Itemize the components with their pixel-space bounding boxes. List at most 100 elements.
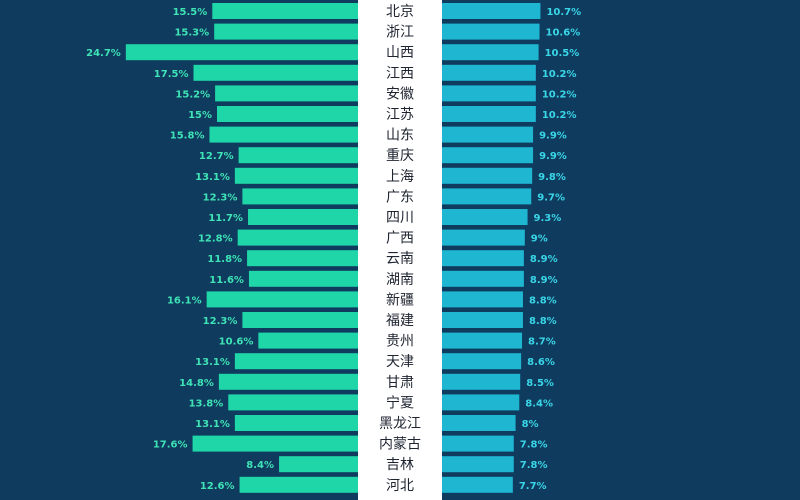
right-bar bbox=[442, 476, 513, 493]
category-label: 重庆 bbox=[386, 148, 414, 164]
left-value-label: 13.1% bbox=[195, 419, 230, 430]
right-value-label: 8.6% bbox=[527, 357, 555, 368]
right-bar bbox=[442, 64, 536, 81]
left-bar bbox=[248, 270, 358, 287]
category-label: 安徽 bbox=[386, 86, 414, 102]
center-band bbox=[358, 0, 442, 500]
left-value-label: 15.2% bbox=[175, 89, 210, 100]
left-value-label: 12.7% bbox=[199, 151, 234, 162]
left-value-label: 13.8% bbox=[189, 398, 224, 409]
right-value-label: 8.9% bbox=[530, 275, 558, 286]
left-value-label: 11.7% bbox=[208, 213, 243, 224]
category-label: 上海 bbox=[386, 169, 414, 185]
left-bar bbox=[237, 229, 358, 246]
right-bar bbox=[442, 188, 532, 205]
right-value-label: 10.2% bbox=[542, 89, 577, 100]
right-value-label: 8.8% bbox=[529, 316, 557, 327]
category-label: 福建 bbox=[386, 313, 414, 329]
category-label: 浙江 bbox=[386, 25, 414, 41]
category-label: 江苏 bbox=[386, 107, 414, 123]
right-bar bbox=[442, 291, 523, 308]
right-bar bbox=[442, 312, 523, 328]
category-label: 贵州 bbox=[386, 334, 414, 350]
right-bar bbox=[442, 126, 534, 143]
left-value-label: 11.8% bbox=[207, 254, 242, 265]
category-label: 吉林 bbox=[386, 457, 414, 473]
right-value-label: 10.2% bbox=[542, 69, 577, 80]
left-value-label: 12.8% bbox=[198, 234, 233, 245]
right-bar bbox=[442, 435, 514, 452]
right-bar bbox=[442, 415, 516, 431]
right-bar bbox=[442, 250, 524, 267]
right-value-label: 8.8% bbox=[529, 295, 557, 306]
left-bar bbox=[214, 23, 358, 40]
category-label: 广西 bbox=[386, 231, 414, 247]
left-bar bbox=[234, 415, 358, 431]
left-bar bbox=[125, 44, 358, 61]
left-bar bbox=[209, 126, 358, 143]
left-value-label: 15.5% bbox=[173, 7, 208, 18]
left-bar bbox=[258, 332, 358, 349]
left-bar bbox=[212, 3, 358, 19]
left-bar bbox=[217, 106, 358, 122]
category-label: 内蒙古 bbox=[379, 437, 421, 453]
right-value-label: 9.8% bbox=[538, 172, 566, 183]
category-label: 山东 bbox=[386, 128, 414, 144]
right-bar bbox=[442, 167, 533, 184]
left-value-label: 12.3% bbox=[203, 316, 238, 327]
category-label: 宁夏 bbox=[386, 394, 414, 411]
category-label: 甘肃 bbox=[386, 375, 414, 391]
right-bar bbox=[442, 44, 539, 61]
category-label: 广东 bbox=[386, 189, 414, 205]
left-bar bbox=[238, 147, 358, 164]
left-value-label: 12.3% bbox=[203, 192, 238, 203]
category-label: 云南 bbox=[386, 251, 414, 267]
right-bar bbox=[442, 3, 541, 19]
left-value-label: 13.1% bbox=[195, 357, 230, 368]
left-value-label: 11.6% bbox=[209, 275, 244, 286]
left-value-label: 15.8% bbox=[170, 131, 205, 142]
right-value-label: 10.2% bbox=[542, 110, 577, 121]
category-label: 天津 bbox=[386, 354, 414, 370]
left-value-label: 10.6% bbox=[219, 337, 254, 348]
left-value-label: 8.4% bbox=[246, 460, 274, 471]
right-value-label: 9.7% bbox=[537, 192, 565, 203]
right-bar bbox=[442, 209, 528, 225]
right-value-label: 7.8% bbox=[520, 460, 548, 471]
left-value-label: 15.3% bbox=[174, 28, 209, 39]
right-value-label: 10.7% bbox=[546, 7, 581, 18]
left-bar bbox=[193, 64, 358, 81]
left-bar bbox=[218, 373, 358, 390]
right-bar bbox=[442, 394, 520, 411]
left-value-label: 17.6% bbox=[153, 440, 188, 451]
right-value-label: 9.3% bbox=[534, 213, 562, 224]
category-label: 山西 bbox=[386, 45, 414, 61]
right-value-label: 8% bbox=[522, 419, 539, 430]
right-bar bbox=[442, 85, 536, 102]
right-bar bbox=[442, 353, 522, 370]
left-value-label: 16.1% bbox=[167, 295, 202, 306]
left-bar bbox=[228, 394, 358, 411]
right-value-label: 8.7% bbox=[528, 337, 556, 348]
left-bar bbox=[248, 209, 358, 225]
left-bar bbox=[279, 456, 358, 473]
right-bar bbox=[442, 106, 536, 122]
right-value-label: 9.9% bbox=[539, 151, 567, 162]
left-value-label: 17.5% bbox=[154, 69, 189, 80]
right-bar bbox=[442, 147, 534, 164]
category-label: 新疆 bbox=[386, 292, 414, 308]
right-value-label: 8.9% bbox=[530, 254, 558, 265]
right-bar bbox=[442, 270, 524, 287]
category-label: 湖南 bbox=[386, 272, 414, 288]
left-bar bbox=[206, 291, 358, 308]
right-value-label: 9.9% bbox=[539, 131, 567, 142]
left-bar bbox=[242, 312, 358, 328]
right-value-label: 10.5% bbox=[545, 48, 580, 59]
category-label: 四川 bbox=[386, 210, 414, 226]
right-bar bbox=[442, 332, 523, 349]
right-value-label: 10.6% bbox=[546, 28, 581, 39]
left-bar bbox=[215, 85, 358, 102]
right-bar bbox=[442, 456, 514, 473]
left-bar bbox=[192, 435, 358, 452]
